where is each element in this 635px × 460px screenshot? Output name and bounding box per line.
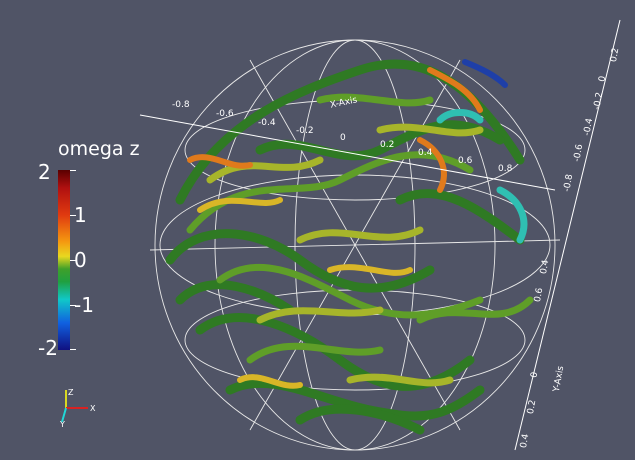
orientation-label-z: Z: [68, 388, 74, 397]
y-axis: [514, 19, 621, 451]
colorbar-tick: [70, 170, 76, 171]
x-tick-label: -0.4: [258, 118, 276, 128]
x-tick-label: 0.6: [458, 156, 473, 166]
colorbar-tick: [70, 215, 76, 216]
x-tick-label: 0.8: [498, 164, 513, 174]
vortex-tubes: [165, 59, 534, 435]
colorbar-label: 0: [74, 248, 87, 272]
x-tick-label: -0.8: [172, 100, 190, 110]
colorbar-tick: [70, 305, 76, 306]
x-tick-label: 0: [340, 133, 346, 143]
x-tick-label: -0.6: [216, 109, 234, 119]
colorbar-label: 2: [38, 160, 51, 184]
x-axis: [139, 114, 556, 191]
orientation-axes: [61, 390, 88, 423]
colorbar-label: 1: [74, 203, 87, 227]
colorbar-label: -1: [74, 293, 94, 317]
x-tick-label: 0.2: [380, 140, 395, 150]
colorbar-label: -2: [38, 336, 58, 360]
orientation-label-x: X: [90, 404, 96, 413]
colorbar-tick: [70, 260, 76, 261]
orientation-label-y: Y: [60, 420, 65, 429]
x-tick-label: 0.4: [418, 148, 433, 158]
colorbar-tick: [70, 349, 76, 350]
x-tick-label: -0.2: [296, 126, 314, 136]
colorbar: [58, 170, 70, 350]
colorbar-title: omega z: [58, 138, 140, 160]
